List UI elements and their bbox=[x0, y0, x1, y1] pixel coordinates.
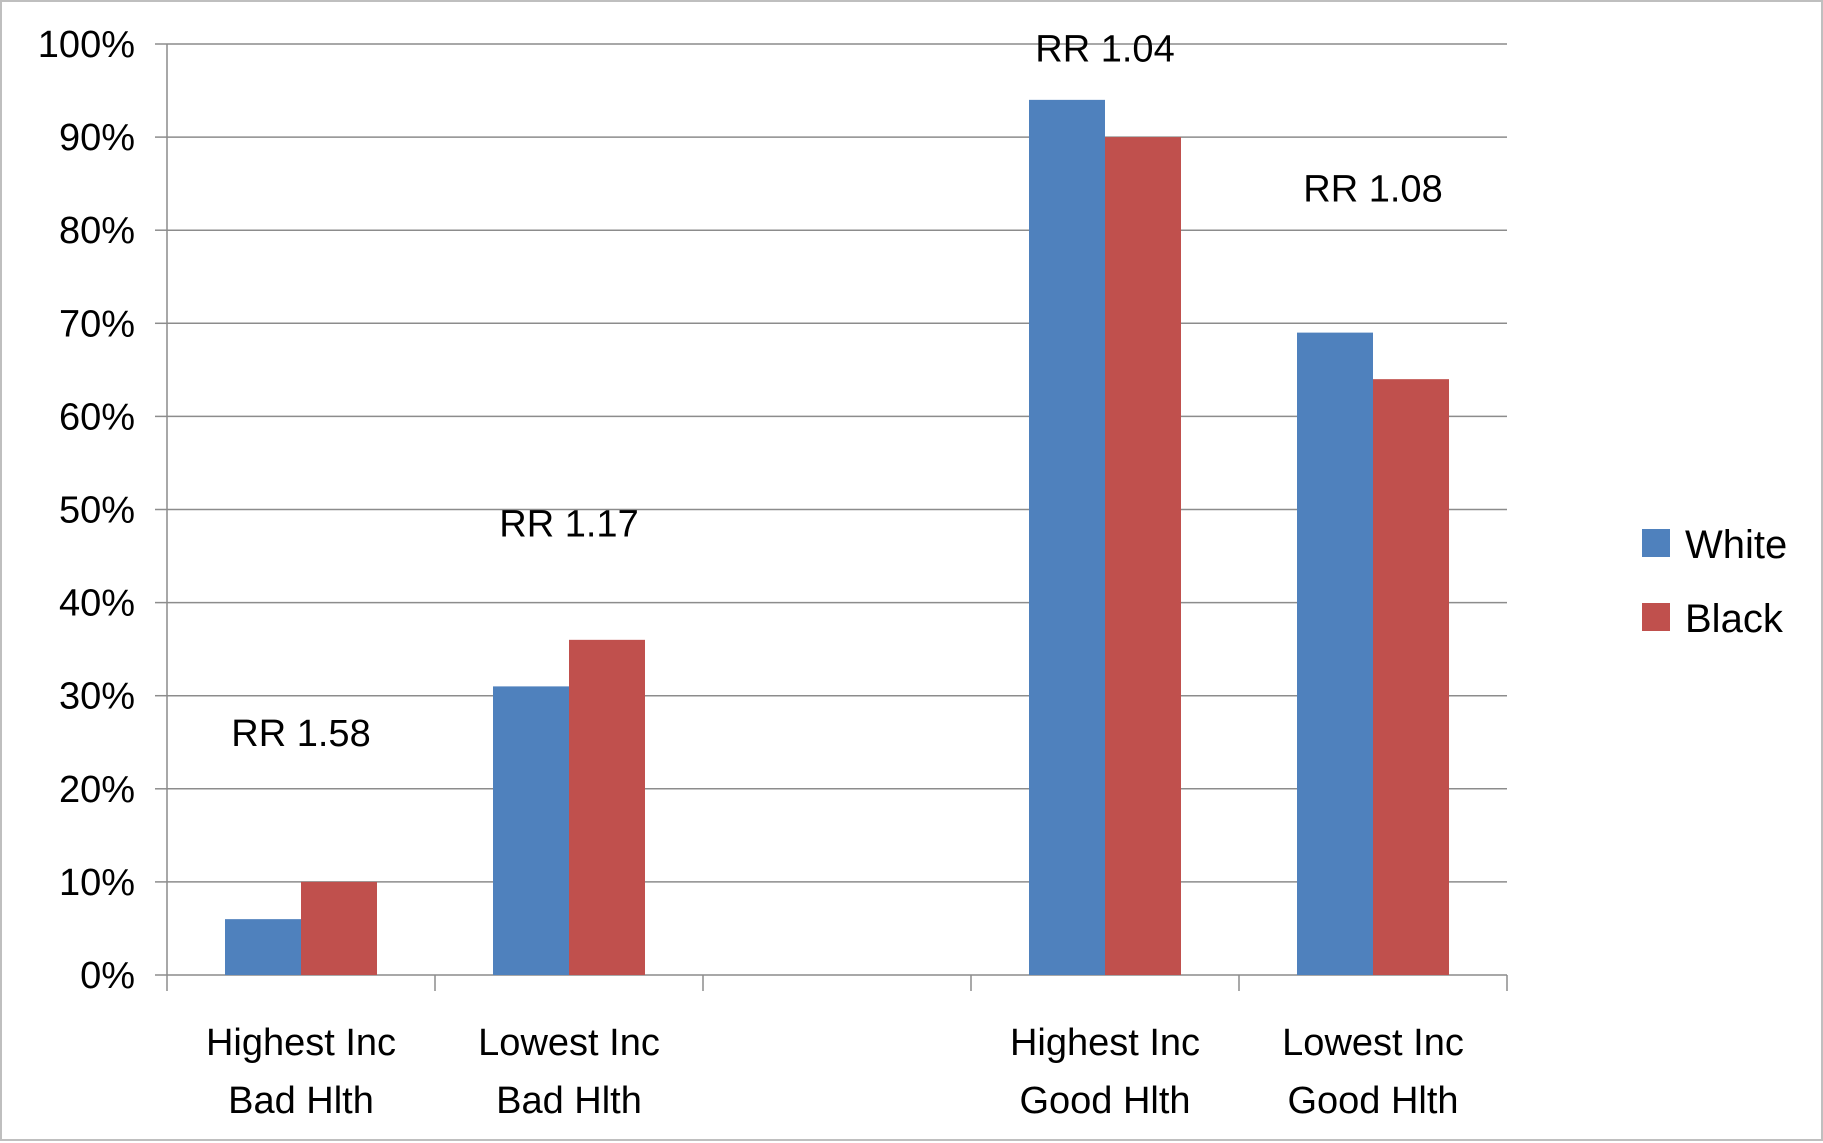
category-label: Highest Inc bbox=[1010, 1022, 1200, 1064]
y-tick-label: 30% bbox=[59, 676, 135, 718]
y-tick-label: 50% bbox=[59, 490, 135, 532]
bar-black bbox=[301, 881, 377, 975]
annotation-label: RR 1.08 bbox=[1303, 168, 1442, 210]
y-tick-label: 10% bbox=[59, 862, 135, 904]
y-tick-label: 60% bbox=[59, 396, 135, 438]
category-label: Good Hlth bbox=[1287, 1080, 1458, 1122]
category-label: Lowest Inc bbox=[478, 1022, 660, 1064]
category-label: Good Hlth bbox=[1019, 1080, 1190, 1122]
bar-black bbox=[569, 639, 645, 975]
y-tick-label: 70% bbox=[59, 303, 135, 345]
annotation-label: RR 1.58 bbox=[231, 713, 370, 755]
y-tick-label: 80% bbox=[59, 210, 135, 252]
bar-black bbox=[1373, 379, 1449, 975]
y-tick-label: 90% bbox=[59, 117, 135, 159]
y-tick-label: 20% bbox=[59, 769, 135, 811]
bar-white bbox=[493, 686, 569, 975]
category-label: Highest Inc bbox=[206, 1022, 396, 1064]
bar-white bbox=[1029, 99, 1105, 976]
annotation-label: RR 1.04 bbox=[1035, 29, 1174, 71]
y-tick-label: 0% bbox=[80, 955, 135, 997]
y-tick-label: 100% bbox=[38, 24, 135, 66]
legend-swatch-black bbox=[1642, 603, 1670, 631]
bar-white bbox=[1297, 332, 1373, 975]
category-label: Lowest Inc bbox=[1282, 1022, 1464, 1064]
legend-label: Black bbox=[1685, 597, 1784, 641]
legend-label: White bbox=[1685, 523, 1787, 567]
category-label: Bad Hlth bbox=[496, 1080, 642, 1122]
annotation-label: RR 1.17 bbox=[499, 503, 638, 545]
y-tick-label: 40% bbox=[59, 583, 135, 625]
category-label: Bad Hlth bbox=[228, 1080, 374, 1122]
bar-black bbox=[1105, 137, 1181, 976]
bar-white bbox=[225, 919, 301, 975]
legend-swatch-white bbox=[1642, 529, 1670, 557]
